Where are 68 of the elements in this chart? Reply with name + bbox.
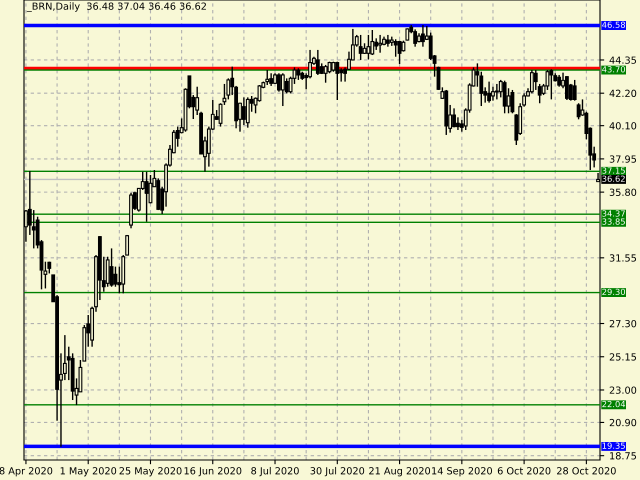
y-tick-label: 27.30 (610, 320, 636, 328)
y-tick-label: 37.95 (610, 155, 636, 163)
candlestick (487, 80, 491, 104)
candlestick (557, 74, 562, 88)
ref-line-label: 33.85 (602, 218, 625, 225)
candlestick (362, 42, 366, 55)
candlestick (269, 72, 274, 87)
ref-line-label: 37.15 (602, 167, 625, 174)
y-tick-label: 42.20 (610, 90, 636, 98)
candlestick (280, 72, 285, 107)
x-tick-label: 8 Jul 2020 (251, 466, 299, 476)
x-tick-label: 25 May 2020 (120, 467, 182, 476)
ref-line-label: 29.30 (602, 288, 626, 296)
chart-title: _BRN,Daily 36.48 37.04 36.46 36.62 (26, 2, 206, 12)
ref-line-label: 43.70 (602, 66, 626, 72)
candlestick (572, 79, 577, 102)
ref-line-label: 19.35 (602, 442, 625, 449)
candlestick (398, 40, 402, 65)
candlestick (378, 34, 382, 54)
candlestick (452, 108, 456, 128)
candlestick (296, 68, 300, 81)
candlestick (502, 80, 507, 114)
candlestick (494, 83, 499, 100)
candlestick (242, 96, 246, 126)
candlestick (421, 24, 425, 48)
y-tick-label: 40.10 (610, 122, 636, 130)
y-tick-label: 20.90 (610, 418, 636, 426)
x-tick-label: 21 Aug 2020 (369, 467, 430, 476)
x-tick-label: 8 Apr 2020 (0, 467, 52, 476)
y-tick-label: 44.35 (610, 56, 636, 64)
ref-line-label: 36.62 (602, 176, 625, 182)
candlestick (565, 75, 569, 101)
y-tick-label: 31.55 (610, 254, 636, 262)
y-tick-label: 18.75 (610, 452, 636, 460)
candlestick (549, 68, 554, 100)
x-tick-label: 14 Sep 2020 (432, 467, 492, 476)
candlestick (265, 69, 270, 86)
candlestick (366, 34, 370, 60)
x-tick-label: 16 Jun 2020 (184, 467, 242, 476)
candlestick (374, 38, 378, 51)
candlestick (358, 34, 363, 61)
x-tick-label: 30 Jul 2020 (310, 466, 364, 476)
candlestick (324, 64, 328, 84)
candlestick (370, 29, 374, 56)
y-tick-label: 23.00 (610, 386, 636, 394)
x-tick-label: 6 Oct 2020 (498, 467, 550, 474)
candlestick (316, 49, 320, 76)
candlestick (456, 116, 460, 131)
y-tick-label: 35.80 (610, 188, 636, 196)
candlestick (386, 34, 390, 48)
candlestick (510, 89, 514, 114)
candlestick (417, 32, 421, 44)
candlestick (331, 60, 336, 72)
candlestick (110, 248, 114, 288)
ref-line-label: 22.04 (602, 400, 626, 408)
x-tick-label: 28 Oct 2020 (557, 467, 616, 474)
candlestick (530, 69, 534, 94)
x-tick-label: 1 May 2020 (60, 467, 116, 476)
candlestick (394, 38, 398, 58)
ref-line-label: 34.37 (602, 210, 625, 217)
candlestick (246, 96, 250, 128)
candlestick (277, 72, 281, 92)
candlestick (144, 171, 149, 222)
candlestick (576, 102, 581, 120)
y-tick-label: 25.15 (610, 353, 636, 361)
candlestick (413, 28, 418, 48)
candlestick (335, 60, 340, 101)
ref-line-label: 46.58 (602, 22, 626, 28)
